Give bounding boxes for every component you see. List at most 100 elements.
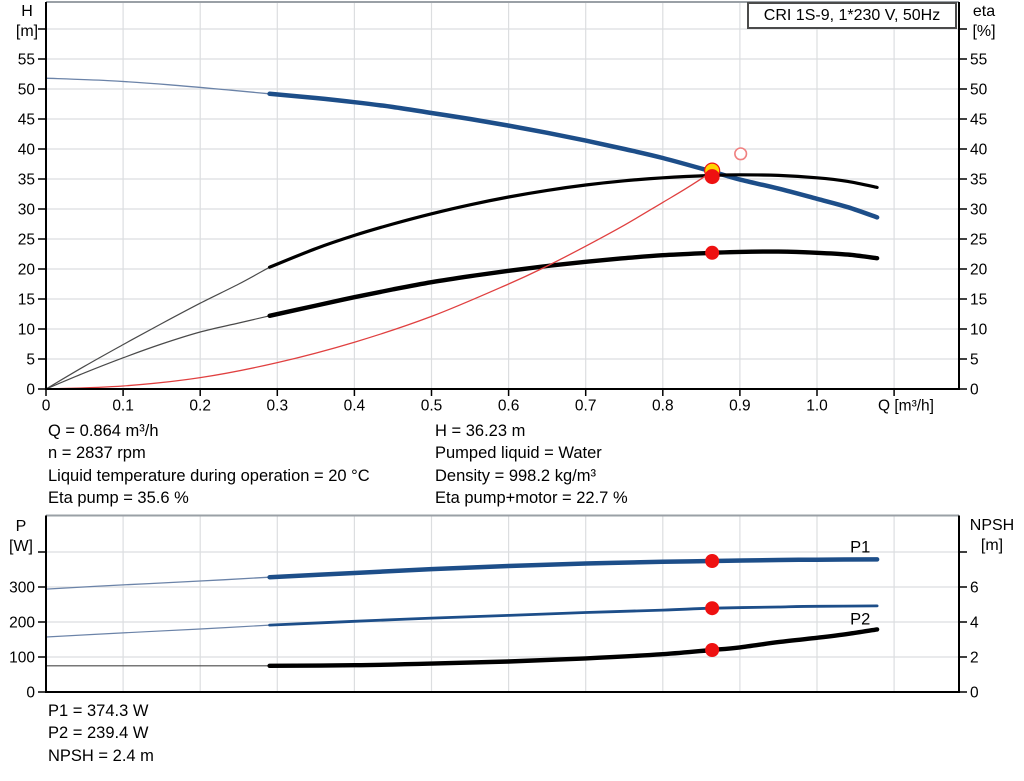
power-right-tick-label: 6 [970,580,979,597]
system-curve [45,170,713,390]
duty-point-eta-pump [704,169,720,185]
qh-left-tick-label: 25 [18,232,35,249]
head-curve-extended [45,77,271,95]
p-axis-title: P [W] [3,517,39,556]
qh-right-tick-label: 5 [970,352,979,369]
duty-info-left: Q = 0.864 m³/h n = 2837 rpm Liquid tempe… [48,420,370,510]
qh-x-tick-label: 0.7 [575,398,597,415]
qh-left-tick-label: 10 [18,322,36,339]
power-markers [705,553,720,657]
qh-left-tick-label: 40 [18,142,36,159]
qh-x-tick-label: 0 [42,398,51,415]
npsh-curve [267,627,880,668]
info-line-q: Q = 0.864 m³/h [48,422,159,440]
qh-left-tick-label: 20 [18,262,36,279]
info-line-p2: P2 = 239.4 W [48,724,149,743]
qh-left-tick-label: 30 [18,202,36,219]
qh-left-tick-label: 15 [18,292,35,309]
power-gridlines [46,514,959,692]
qh-chart: 0 5 10 15 20 25 30 35 40 45 50 55 0 5 10 15 20 25 30 35 40 45… [18,1,988,415]
qh-x-tick-label: 0.1 [112,398,134,415]
qh-right-tick-label: 45 [970,112,987,129]
power-axes: 0 100 200 300 0 2 4 6 [9,515,979,702]
eta-pump-extended [45,266,271,390]
power-right-tick-label: 4 [970,615,979,632]
p1-curve-label: P1 [850,539,870,557]
qh-right-tick-label: 25 [970,232,987,249]
power-info: P1 = 374.3 W P2 = 239.4 W NPSH = 2.4 m [48,700,154,767]
qh-x-tick-label: 0.3 [267,398,289,415]
npsh-axis-title: NPSH [m] [961,516,1023,555]
info-line-eta-total: Eta pump+motor = 22.7 % [435,489,628,508]
qh-series [45,77,880,390]
eta-axis-title: eta [%] [960,2,1008,41]
q-axis-unit-label: Q [m³/h] [878,398,934,415]
qh-x-tick-label: 1.0 [806,398,828,415]
qh-left-tick-label: 55 [18,52,35,69]
p2-curve-label: P2 [850,611,870,629]
power-right-tick-label: 2 [970,650,979,667]
info-line-liquid: Pumped liquid = Water [435,444,602,463]
qh-x-tick-label: 0.8 [652,398,674,415]
qh-right-tick-label: 10 [970,322,988,339]
info-line-p1: P1 = 374.3 W [48,702,149,720]
qh-left-tick-label: 45 [18,112,35,129]
power-left-tick-label: 200 [9,615,35,632]
p1-curve [267,557,880,580]
info-line-eta-pump: Eta pump = 35.6 % [48,489,189,508]
power-left-tick-label: 100 [9,650,35,667]
eta-axis-unit: [%] [972,22,996,40]
info-line-density: Density = 998.2 kg/m³ [435,466,596,485]
qh-right-tick-label: 50 [970,82,988,99]
qh-axes: 0 5 10 15 20 25 30 35 40 45 50 55 0 5 10 15 20 25 30 35 40 45… [18,2,988,415]
eta-pump-motor [267,249,880,318]
qh-x-tick-label: 0.4 [344,398,366,415]
h-axis-name: H [21,3,33,20]
power-left-tick-label: 300 [9,580,35,597]
qh-right-tick-label: 30 [970,202,988,219]
p2-curve [268,604,879,627]
info-line-temp: Liquid temperature during operation = 20… [48,466,370,485]
qh-left-tick-label: 50 [18,82,36,99]
p1-curve-extended [45,576,271,590]
curve-title-box: CRI 1S-9, 1*230 V, 50Hz [747,2,957,29]
qh-markers [704,147,748,260]
qh-x-tick-label: 0.9 [729,398,751,415]
duty-point-p1 [705,553,720,568]
qh-right-tick-label: 55 [970,52,987,69]
duty-info-right: H = 36.23 m Pumped liquid = Water Densit… [435,420,628,510]
p-axis-unit: [W] [9,537,33,555]
npsh-axis-name: NPSH [969,517,1015,534]
curve-title: CRI 1S-9, 1*230 V, 50Hz [763,6,941,24]
qh-left-tick-label: 35 [18,172,35,189]
eta-pump-motor-extended [45,315,271,390]
p-axis-name: P [15,518,27,535]
duty-point-eta-motor [705,245,720,260]
power-series [45,557,880,668]
info-line-npsh: NPSH = 2.4 m [48,746,154,765]
qh-left-tick-label: 0 [26,382,35,399]
head-curve [267,91,880,220]
duty-point-p2 [705,601,720,616]
qh-right-tick-label: 0 [970,382,979,399]
h-axis-title: H [m] [8,2,46,41]
qh-x-tick-label: 0.2 [189,398,211,415]
h-axis-unit: [m] [15,22,39,40]
qh-gridlines [46,1,959,389]
qh-right-tick-label: 15 [970,292,987,309]
npsh-axis-unit: [m] [980,536,1004,554]
qh-x-tick-label: 0.5 [421,398,443,415]
power-right-tick-label: 0 [970,685,979,702]
eta-pump [268,173,879,269]
eta-axis-name: eta [972,3,996,20]
duty-point-npsh [705,643,720,657]
power-left-tick-label: 0 [26,685,35,702]
qh-right-tick-label: 20 [970,262,988,279]
qh-right-tick-label: 40 [970,142,988,159]
requested-duty-point [734,147,748,161]
info-line-h: H = 36.23 m [435,422,526,440]
p2-curve-extended [45,624,271,638]
qh-right-tick-label: 35 [970,172,987,189]
